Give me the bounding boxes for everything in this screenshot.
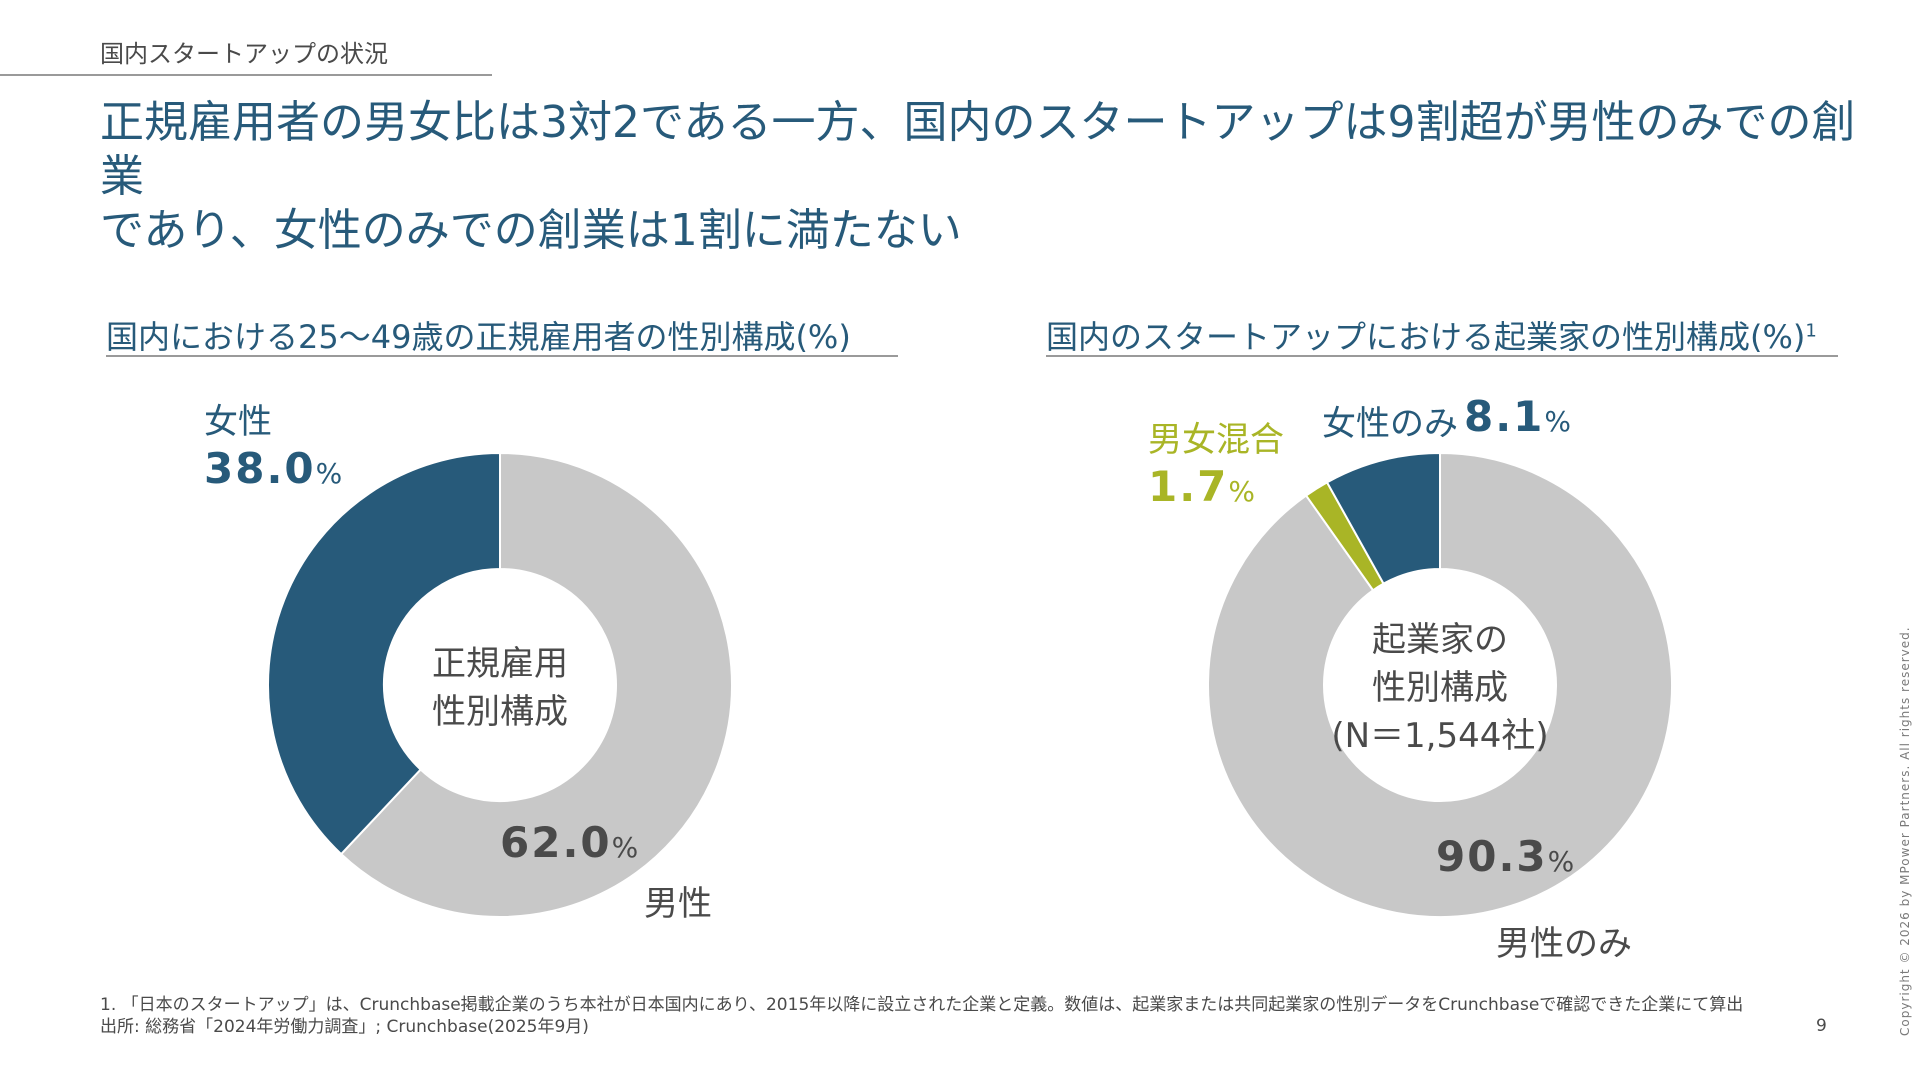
footnote-line-1: 1. 「日本のスタートアップ」は、Crunchbase掲載企業のうち本社が日本国…	[100, 995, 1744, 1015]
chart2-slice-0	[1207, 451, 1673, 918]
chart1-male-value-text: 62.0	[500, 818, 612, 867]
chart2-female-value-text: 8.1	[1464, 392, 1545, 441]
chart2-male-pct: %	[1547, 845, 1575, 878]
chart1-title-rule	[106, 355, 898, 357]
chart1-label-female-name: 女性	[204, 402, 272, 442]
chart2-slice-2	[1325, 451, 1441, 586]
chart2-male-value-text: 90.3	[1436, 832, 1548, 881]
chart2-label-male-name: 男性のみ	[1496, 924, 1632, 964]
chart2-title: 国内のスタートアップにおける起業家の性別構成(%)1	[1046, 312, 1817, 358]
page-title-line-1: 正規雇用者の男女比は3対2である一方、国内のスタートアップは9割超が男性のみでの…	[100, 97, 1856, 202]
chart1-slice-1	[267, 451, 501, 856]
chart1-male-pct: %	[611, 831, 639, 864]
chart2-donut	[1207, 451, 1673, 918]
chart2-label-mixed-value: 1.7%	[1148, 462, 1255, 511]
chart1-label-female-value: 38.0%	[204, 444, 342, 493]
chart1-female-value-text: 38.0	[204, 444, 316, 493]
chart1-slice-0	[339, 451, 733, 918]
chart2-mixed-value-text: 1.7	[1148, 462, 1229, 511]
chart2-title-text: 国内のスタートアップにおける起業家の性別構成(%)	[1046, 318, 1806, 356]
footnote: 1. 「日本のスタートアップ」は、Crunchbase掲載企業のうち本社が日本国…	[100, 994, 1800, 1038]
chart2-center-line-2: 性別構成	[1372, 668, 1508, 708]
chart1-center-line-1: 正規雇用	[432, 644, 568, 684]
chart2-center-line-3: (N＝1,544社)	[1331, 716, 1549, 756]
chart2-mixed-pct: %	[1228, 475, 1256, 508]
chart2-center-line-1: 起業家の	[1372, 620, 1508, 660]
chart2-label-female-name: 女性のみ	[1322, 404, 1458, 444]
chart2-title-footnote-marker: 1	[1805, 320, 1817, 342]
chart1-center-label: 正規雇用 性別構成	[400, 640, 600, 736]
page-number: 9	[1816, 1016, 1827, 1036]
chart2-title-rule	[1046, 355, 1838, 357]
copyright-notice: Copyright © 2026 by MPower Partners. All…	[1898, 626, 1912, 1036]
chart1-center-line-2: 性別構成	[432, 692, 568, 732]
chart1-title: 国内における25～49歳の正規雇用者の性別構成(%)	[106, 312, 851, 358]
chart1-label-male-name: 男性	[644, 884, 712, 924]
chart2-label-mixed-name: 男女混合	[1148, 420, 1284, 460]
source-line: 出所: 総務省「2024年労働力調査」; Crunchbase(2025年9月)	[100, 1017, 589, 1037]
chart2-label-male-value: 90.3%	[1436, 832, 1574, 881]
chart2-label-female-value: 8.1%	[1464, 392, 1571, 441]
section-label: 国内スタートアップの状況	[100, 40, 388, 68]
page-title: 正規雇用者の男女比は3対2である一方、国内のスタートアップは9割超が男性のみでの…	[100, 96, 1860, 258]
section-divider	[0, 74, 492, 76]
chart1-title-text: 国内における25～49歳の正規雇用者の性別構成(%)	[106, 318, 851, 356]
chart1-donut	[267, 451, 733, 918]
chart2-center-label: 起業家の 性別構成 (N＝1,544社)	[1320, 616, 1560, 760]
chart1-label-male-value: 62.0%	[500, 818, 638, 867]
page-title-line-2: であり、女性のみでの創業は1割に満たない	[100, 205, 962, 256]
chart2-female-pct: %	[1544, 405, 1572, 438]
chart1-female-pct: %	[315, 457, 343, 490]
